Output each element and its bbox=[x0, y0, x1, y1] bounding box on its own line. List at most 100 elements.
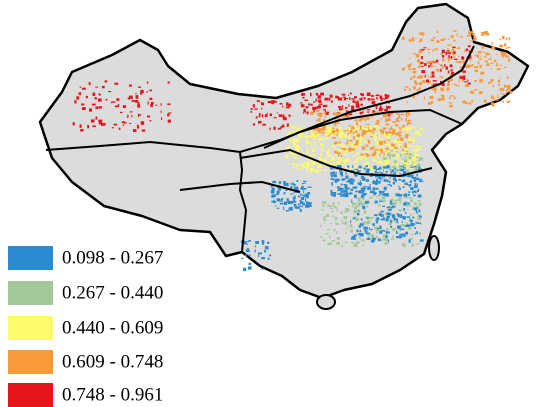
speckle bbox=[302, 96, 305, 99]
speckle bbox=[415, 150, 417, 153]
speckle bbox=[366, 217, 369, 219]
speckle bbox=[355, 140, 359, 144]
speckle bbox=[376, 147, 381, 151]
speckle bbox=[344, 161, 346, 165]
speckle bbox=[365, 165, 368, 168]
speckle bbox=[338, 106, 342, 108]
speckle bbox=[409, 213, 412, 216]
speckle bbox=[332, 194, 336, 197]
speckle bbox=[363, 97, 366, 100]
speckle bbox=[388, 167, 392, 171]
speckle bbox=[416, 145, 421, 148]
speckle bbox=[345, 110, 349, 112]
speckle bbox=[313, 132, 317, 134]
legend-swatch bbox=[8, 383, 53, 407]
speckle bbox=[310, 111, 314, 115]
speckle bbox=[434, 90, 437, 94]
speckle bbox=[480, 32, 483, 34]
speckle bbox=[362, 205, 366, 209]
speckle bbox=[300, 196, 305, 200]
speckle bbox=[399, 143, 402, 145]
speckle bbox=[98, 121, 102, 125]
speckle bbox=[349, 129, 353, 133]
speckle bbox=[447, 38, 450, 40]
speckle bbox=[315, 147, 317, 149]
speckle bbox=[332, 178, 334, 181]
speckle bbox=[354, 215, 358, 218]
speckle bbox=[381, 238, 383, 241]
speckle bbox=[338, 153, 340, 157]
speckle bbox=[362, 189, 366, 192]
speckle bbox=[385, 228, 389, 230]
speckle bbox=[342, 178, 346, 181]
speckle bbox=[412, 53, 416, 55]
speckle bbox=[413, 141, 415, 145]
speckle bbox=[370, 147, 373, 151]
speckle bbox=[406, 203, 411, 207]
speckle bbox=[288, 126, 291, 128]
speckle bbox=[307, 186, 312, 188]
speckle bbox=[338, 141, 341, 144]
speckle bbox=[341, 130, 345, 132]
speckle bbox=[493, 59, 497, 63]
speckle bbox=[299, 199, 302, 202]
speckle bbox=[306, 168, 309, 172]
speckle bbox=[419, 63, 421, 67]
speckle bbox=[389, 180, 391, 184]
speckle bbox=[140, 121, 145, 125]
speckle bbox=[312, 168, 315, 171]
speckle bbox=[137, 104, 141, 108]
speckle bbox=[345, 232, 347, 234]
speckle bbox=[452, 56, 456, 58]
boundary-line bbox=[45, 45, 475, 154]
speckle bbox=[392, 126, 394, 129]
speckle bbox=[380, 162, 385, 165]
speckle bbox=[472, 39, 475, 41]
speckle bbox=[348, 127, 351, 131]
speckle bbox=[499, 87, 504, 90]
speckle bbox=[440, 68, 442, 72]
speckle bbox=[245, 241, 249, 243]
speckle bbox=[310, 130, 314, 133]
speckle bbox=[418, 209, 421, 213]
speckle bbox=[292, 184, 296, 186]
speckle bbox=[332, 112, 335, 115]
speckle bbox=[407, 144, 411, 147]
speckle bbox=[419, 166, 421, 169]
speckle bbox=[381, 230, 386, 232]
speckle bbox=[341, 163, 345, 166]
speckle bbox=[335, 180, 340, 182]
speckle bbox=[379, 129, 384, 133]
speckle bbox=[337, 190, 340, 191]
speckle bbox=[349, 92, 352, 95]
speckle bbox=[441, 97, 445, 101]
speckle bbox=[373, 192, 376, 196]
speckle bbox=[384, 242, 388, 245]
speckle bbox=[387, 209, 392, 211]
speckle bbox=[391, 205, 396, 208]
speckle bbox=[255, 241, 259, 244]
speckle bbox=[348, 104, 350, 107]
speckle bbox=[453, 83, 457, 86]
speckle bbox=[391, 143, 394, 147]
speckle bbox=[324, 158, 327, 162]
speckle bbox=[394, 167, 397, 170]
speckle bbox=[376, 217, 380, 221]
speckle bbox=[331, 240, 336, 242]
speckle bbox=[378, 130, 380, 134]
speckle bbox=[303, 161, 306, 164]
speckle bbox=[478, 55, 480, 57]
speckle bbox=[134, 100, 139, 103]
speckle bbox=[449, 64, 453, 68]
speckle bbox=[408, 176, 410, 178]
speckle bbox=[403, 145, 408, 148]
speckle bbox=[413, 169, 415, 171]
speckle bbox=[400, 160, 403, 162]
speckle bbox=[324, 115, 327, 118]
speckle bbox=[400, 118, 403, 121]
speckle bbox=[150, 101, 154, 105]
speckle bbox=[350, 191, 351, 193]
speckle bbox=[386, 165, 390, 169]
speckle bbox=[355, 104, 360, 108]
